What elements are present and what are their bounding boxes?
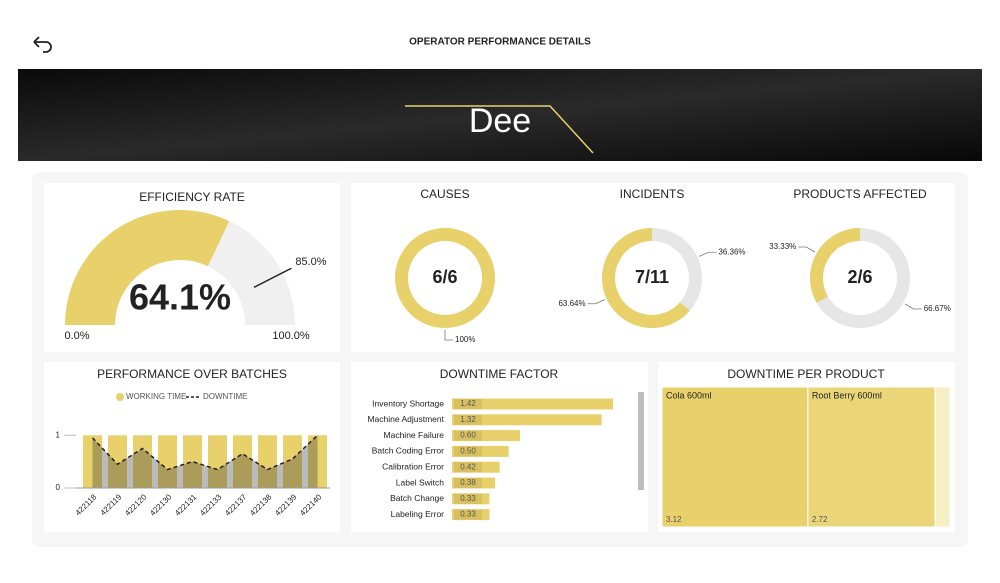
slice-label: 36.36% [718,247,745,256]
bar [108,435,127,488]
cell-value: 2.72 [812,515,828,524]
bar [452,398,613,410]
category-label: Calibration Error [382,461,444,471]
gauge-value [65,210,230,325]
leader-line [699,251,717,257]
leader-line [904,303,922,310]
gauge-target [253,267,292,288]
category-label: Labeling Error [391,509,445,519]
downtime-line [91,434,319,471]
downtime-area [92,435,318,488]
card-title: PERFORMANCE OVER BATCHES [97,367,287,381]
value-label-bg [454,462,482,473]
value-label: 0.38 [460,478,476,487]
card-title: EFFICIENCY RATE [139,190,245,204]
cell-label: Cola 600ml [666,390,712,400]
value-label-bg [454,414,482,425]
slice-label: 66.67% [924,304,951,313]
card-title: INCIDENTS [620,187,685,201]
leader-line [587,299,605,305]
value-label-bg [454,478,482,488]
cell-value: 3.12 [666,515,682,524]
page-title: OPERATOR PERFORMANCE DETAILS [409,37,591,48]
category-label: Batch Change [390,493,444,503]
value-label-bg [454,399,482,409]
slice-label: 63.64% [558,299,585,308]
card-title: PRODUCTS AFFECTED [793,187,927,201]
value-label: 1.42 [460,399,476,408]
bar [452,414,602,426]
bar [308,435,327,488]
bar [208,435,227,488]
leader-line [444,330,453,341]
value-label: 0.60 [460,431,476,440]
category-label: Label Switch [396,477,444,487]
treemap-cell [661,386,809,528]
legend-label: WORKING TIME [126,392,186,401]
treemap-cell [934,386,951,528]
target-label: 85.0% [295,256,326,268]
donut-center: 6/6 [432,267,457,287]
value-label-bg [454,430,482,441]
value-label-bg [454,446,482,457]
banner [18,69,982,161]
category-label: Batch Coding Error [372,446,444,456]
value-label-bg [454,509,482,520]
value-label: 0.33 [460,510,476,519]
operator-name: Dee [469,102,531,140]
bar [233,435,252,488]
category-label: Machine Adjustment [367,414,444,424]
bar [183,435,202,488]
value-label-bg [454,493,482,504]
gauge-max: 100.0% [272,330,310,342]
slice-label: 100% [455,335,475,344]
card-title: CAUSES [420,187,469,201]
donut-slice [652,228,702,311]
card-title: DOWNTIME PER PRODUCT [727,367,885,381]
card-title: DOWNTIME FACTOR [440,367,559,381]
cell-label: Root Berry 600ml [812,390,882,400]
slice-label: 33.33% [769,242,796,251]
bar [158,435,177,488]
donut-center: 7/11 [635,267,669,287]
value-label: 0.50 [460,447,476,456]
category-label: Inventory Shortage [372,398,444,408]
treemap-cell [807,386,936,528]
legend-swatch [116,393,124,401]
value-label: 1.32 [460,415,476,424]
value-label: 0.42 [460,462,476,471]
back-button[interactable] [33,36,52,53]
leader-line [798,246,816,253]
category-label: Machine Failure [384,430,445,440]
donut-slice [810,228,860,303]
legend-label: DOWNTIME [203,392,247,401]
donut-center: 2/6 [847,267,872,287]
donut-slice [602,228,690,329]
banner-accent [405,105,594,154]
gauge-min: 0.0% [64,330,89,342]
bar [258,435,277,488]
bar [133,435,152,488]
bar [283,435,302,488]
bar [83,435,102,488]
gauge-value-label: 64.1% [129,277,231,318]
scrollbar[interactable] [638,392,644,490]
y-tick-label: 1 [56,430,61,439]
y-tick-label: 0 [56,483,61,492]
bar [452,430,521,442]
value-label: 0.33 [460,494,476,503]
